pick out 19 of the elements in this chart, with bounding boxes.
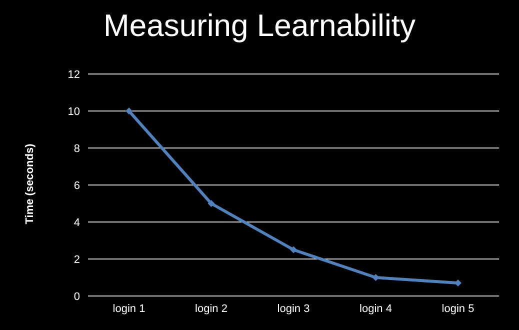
point: [372, 274, 380, 281]
point: [290, 246, 297, 254]
x-tick-label: login 2: [195, 302, 228, 315]
y-tick-label: 6: [74, 180, 80, 192]
point: [454, 280, 462, 287]
x-tick-label: login 5: [442, 302, 474, 315]
point: [126, 108, 132, 114]
point: [208, 200, 215, 207]
y-tick-label: 4: [74, 216, 80, 229]
x-tick-label: login 3: [277, 302, 310, 315]
y-tick-label: 2: [74, 254, 80, 266]
y-axis-title: Time (seconds): [24, 144, 36, 224]
y-tick-label: 8: [74, 142, 80, 155]
y-tick-label: 10: [68, 106, 80, 118]
y-tick-label: 0: [74, 290, 80, 303]
chart-title: Measuring Learnability: [102, 8, 416, 44]
y-tick-label: 12: [68, 68, 80, 81]
x-tick-label: login 1: [112, 302, 146, 315]
x-tick-label: login 4: [360, 302, 392, 315]
